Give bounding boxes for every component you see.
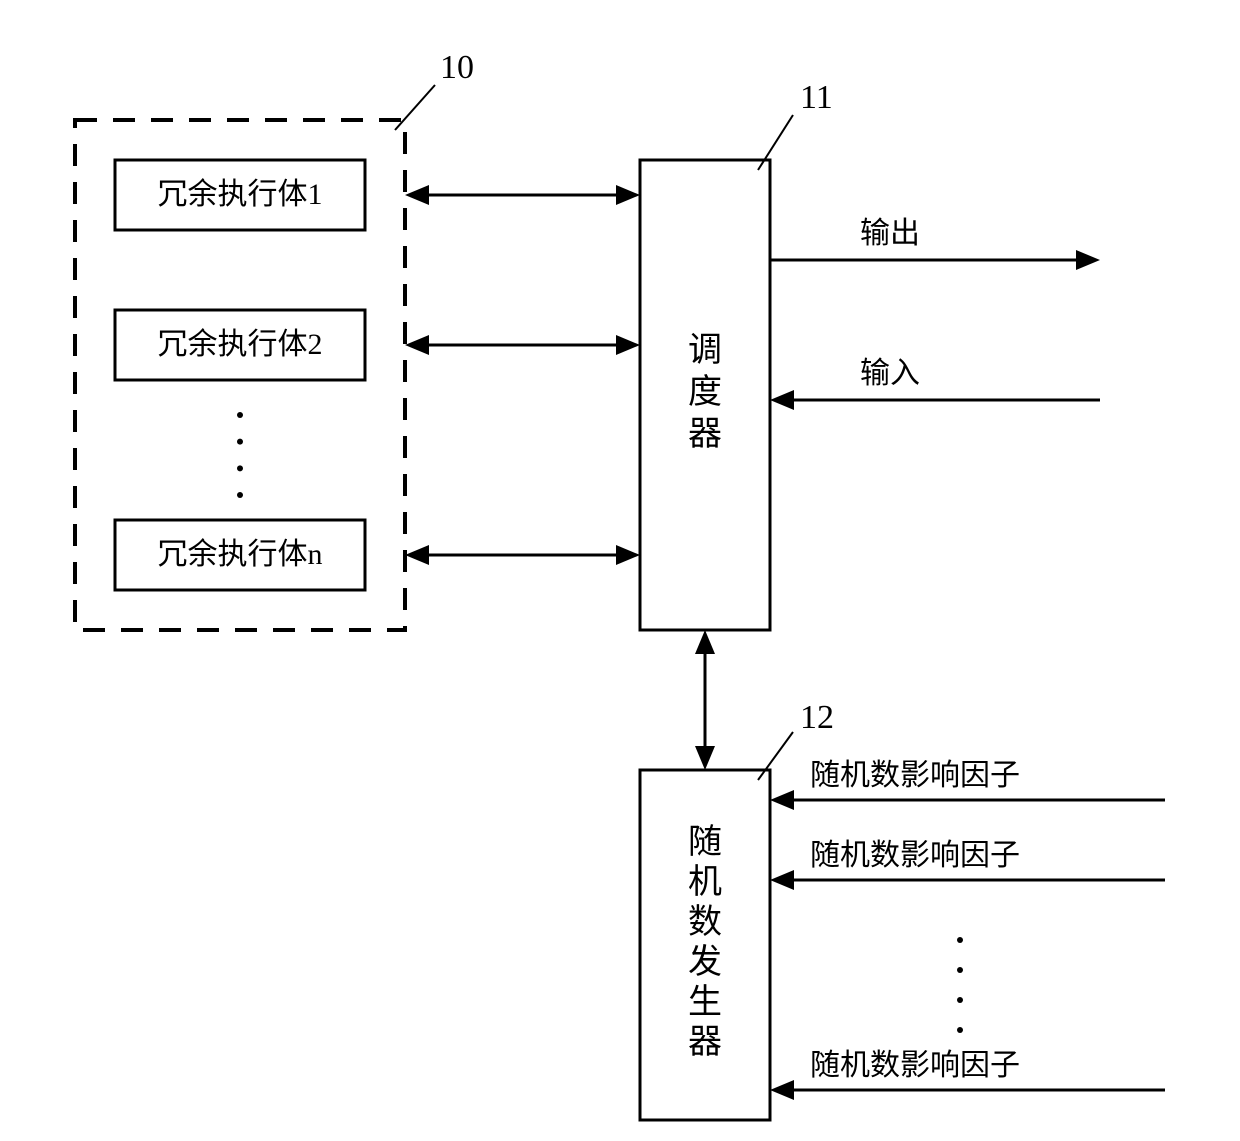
svg-text:生: 生 <box>688 983 722 1021</box>
svg-text:数: 数 <box>688 903 722 941</box>
executor-label: 冗余执行体2 <box>158 328 323 361</box>
rng-input-label: 随机数影响因子 <box>810 759 1020 792</box>
svg-text:发: 发 <box>688 943 722 981</box>
rng-input-label: 随机数影响因子 <box>810 839 1020 872</box>
executor-label: 冗余执行体n <box>158 538 323 571</box>
ref-number-10: 10 <box>440 49 474 86</box>
output-label: 输出 <box>860 217 920 250</box>
scheduler-label: 调度器 <box>688 332 722 453</box>
input-label: 输入 <box>860 357 920 390</box>
svg-text:器: 器 <box>688 416 722 453</box>
svg-text:度: 度 <box>688 373 722 411</box>
rng-label: 随机数发生器 <box>688 823 722 1061</box>
executor-label: 冗余执行体1 <box>158 178 323 211</box>
ref-number-11: 11 <box>800 79 833 116</box>
svg-text:随: 随 <box>688 823 722 861</box>
svg-text:器: 器 <box>688 1024 722 1061</box>
rng-input-label: 随机数影响因子 <box>810 1049 1020 1082</box>
svg-text:机: 机 <box>688 863 722 901</box>
ref-number-12: 12 <box>800 699 834 736</box>
svg-text:调: 调 <box>688 332 722 369</box>
